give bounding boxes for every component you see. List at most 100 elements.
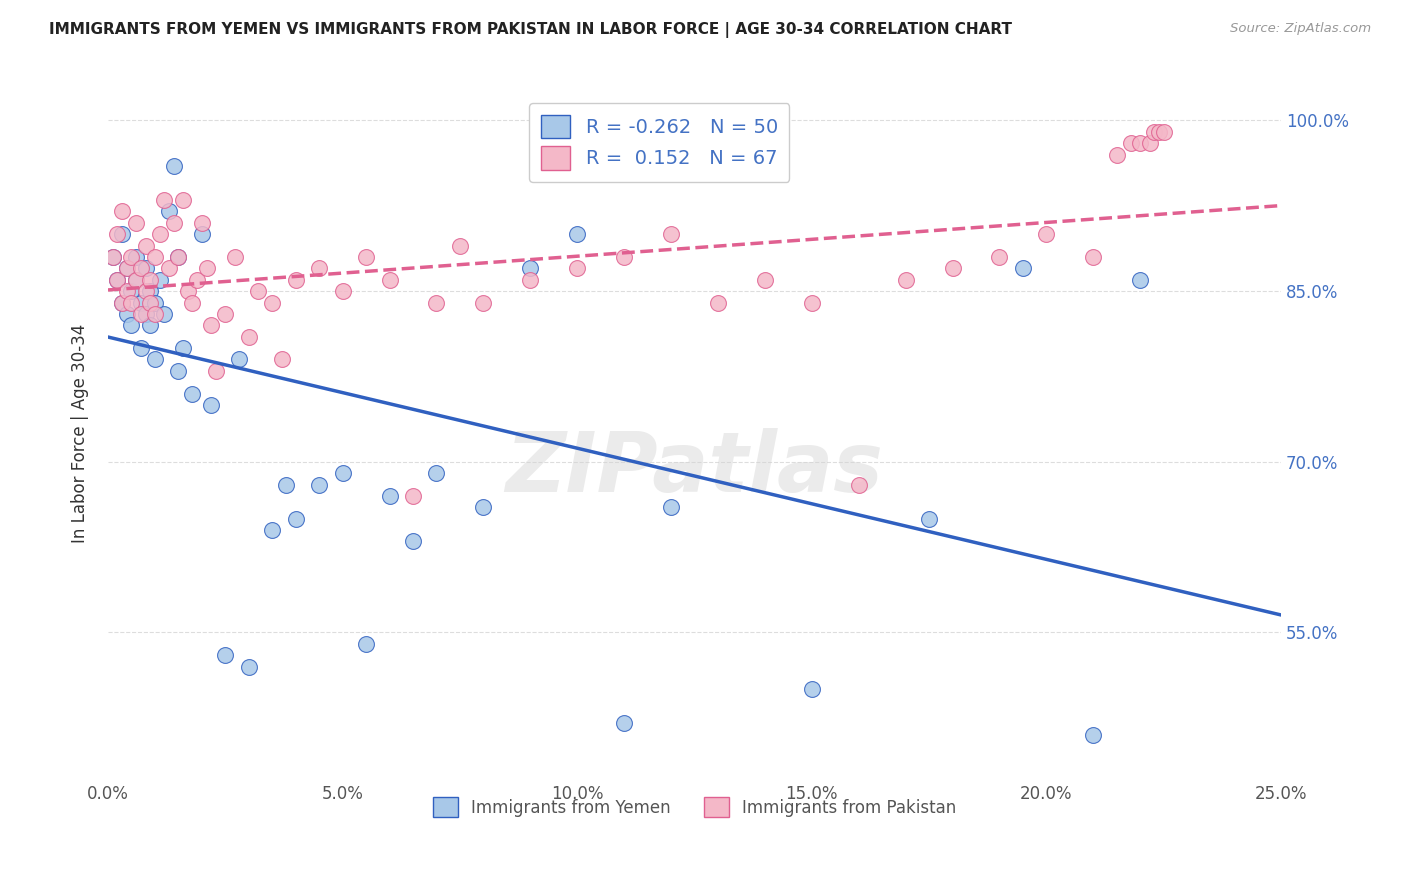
- Point: [125, 273, 148, 287]
- Text: IMMIGRANTS FROM YEMEN VS IMMIGRANTS FROM PAKISTAN IN LABOR FORCE | AGE 30-34 COR: IMMIGRANTS FROM YEMEN VS IMMIGRANTS FROM…: [49, 22, 1012, 38]
- Point: [378, 273, 401, 287]
- Point: [125, 216, 148, 230]
- Point: [167, 250, 190, 264]
- Point: [284, 273, 307, 287]
- Point: [659, 227, 682, 242]
- Point: [186, 273, 208, 287]
- Point: [354, 250, 377, 264]
- Point: [191, 227, 214, 242]
- Point: [115, 261, 138, 276]
- Point: [129, 307, 152, 321]
- Point: [129, 341, 152, 355]
- Point: [191, 216, 214, 230]
- Point: [143, 307, 166, 321]
- Point: [149, 227, 172, 242]
- Point: [848, 477, 870, 491]
- Point: [167, 250, 190, 264]
- Point: [707, 295, 730, 310]
- Point: [1139, 136, 1161, 151]
- Point: [1035, 227, 1057, 242]
- Point: [659, 500, 682, 515]
- Point: [139, 295, 162, 310]
- Point: [120, 295, 142, 310]
- Point: [125, 250, 148, 264]
- Point: [115, 261, 138, 276]
- Point: [105, 227, 128, 242]
- Point: [120, 318, 142, 333]
- Point: [143, 250, 166, 264]
- Point: [894, 273, 917, 287]
- Point: [1083, 728, 1105, 742]
- Point: [105, 273, 128, 287]
- Point: [205, 364, 228, 378]
- Point: [115, 307, 138, 321]
- Point: [238, 659, 260, 673]
- Y-axis label: In Labor Force | Age 30-34: In Labor Force | Age 30-34: [72, 324, 89, 543]
- Point: [449, 238, 471, 252]
- Point: [101, 250, 124, 264]
- Point: [1153, 125, 1175, 139]
- Point: [149, 273, 172, 287]
- Point: [181, 295, 204, 310]
- Point: [101, 250, 124, 264]
- Point: [519, 273, 541, 287]
- Point: [177, 284, 200, 298]
- Text: Source: ZipAtlas.com: Source: ZipAtlas.com: [1230, 22, 1371, 36]
- Point: [172, 341, 194, 355]
- Point: [135, 261, 157, 276]
- Point: [214, 307, 236, 321]
- Point: [519, 261, 541, 276]
- Point: [270, 352, 292, 367]
- Point: [472, 295, 495, 310]
- Point: [139, 273, 162, 287]
- Point: [135, 284, 157, 298]
- Point: [567, 227, 589, 242]
- Point: [425, 295, 447, 310]
- Point: [153, 193, 176, 207]
- Point: [1129, 136, 1152, 151]
- Point: [143, 352, 166, 367]
- Point: [402, 534, 425, 549]
- Point: [1143, 125, 1166, 139]
- Point: [139, 284, 162, 298]
- Point: [228, 352, 250, 367]
- Point: [754, 273, 776, 287]
- Point: [143, 295, 166, 310]
- Point: [214, 648, 236, 662]
- Point: [129, 261, 152, 276]
- Point: [988, 250, 1011, 264]
- Point: [120, 250, 142, 264]
- Point: [308, 261, 330, 276]
- Point: [120, 284, 142, 298]
- Point: [1083, 250, 1105, 264]
- Point: [425, 466, 447, 480]
- Point: [332, 466, 354, 480]
- Point: [163, 216, 186, 230]
- Point: [378, 489, 401, 503]
- Point: [200, 398, 222, 412]
- Text: ZIPatlas: ZIPatlas: [506, 427, 883, 508]
- Point: [613, 250, 636, 264]
- Point: [800, 295, 823, 310]
- Point: [157, 204, 180, 219]
- Point: [1012, 261, 1035, 276]
- Point: [1119, 136, 1142, 151]
- Point: [111, 204, 134, 219]
- Point: [284, 511, 307, 525]
- Point: [129, 295, 152, 310]
- Point: [167, 364, 190, 378]
- Point: [472, 500, 495, 515]
- Point: [135, 307, 157, 321]
- Point: [1105, 147, 1128, 161]
- Point: [139, 318, 162, 333]
- Point: [181, 386, 204, 401]
- Point: [105, 273, 128, 287]
- Point: [354, 637, 377, 651]
- Point: [163, 159, 186, 173]
- Point: [1129, 273, 1152, 287]
- Point: [195, 261, 218, 276]
- Point: [402, 489, 425, 503]
- Legend: Immigrants from Yemen, Immigrants from Pakistan: Immigrants from Yemen, Immigrants from P…: [426, 790, 963, 824]
- Point: [238, 329, 260, 343]
- Point: [247, 284, 270, 298]
